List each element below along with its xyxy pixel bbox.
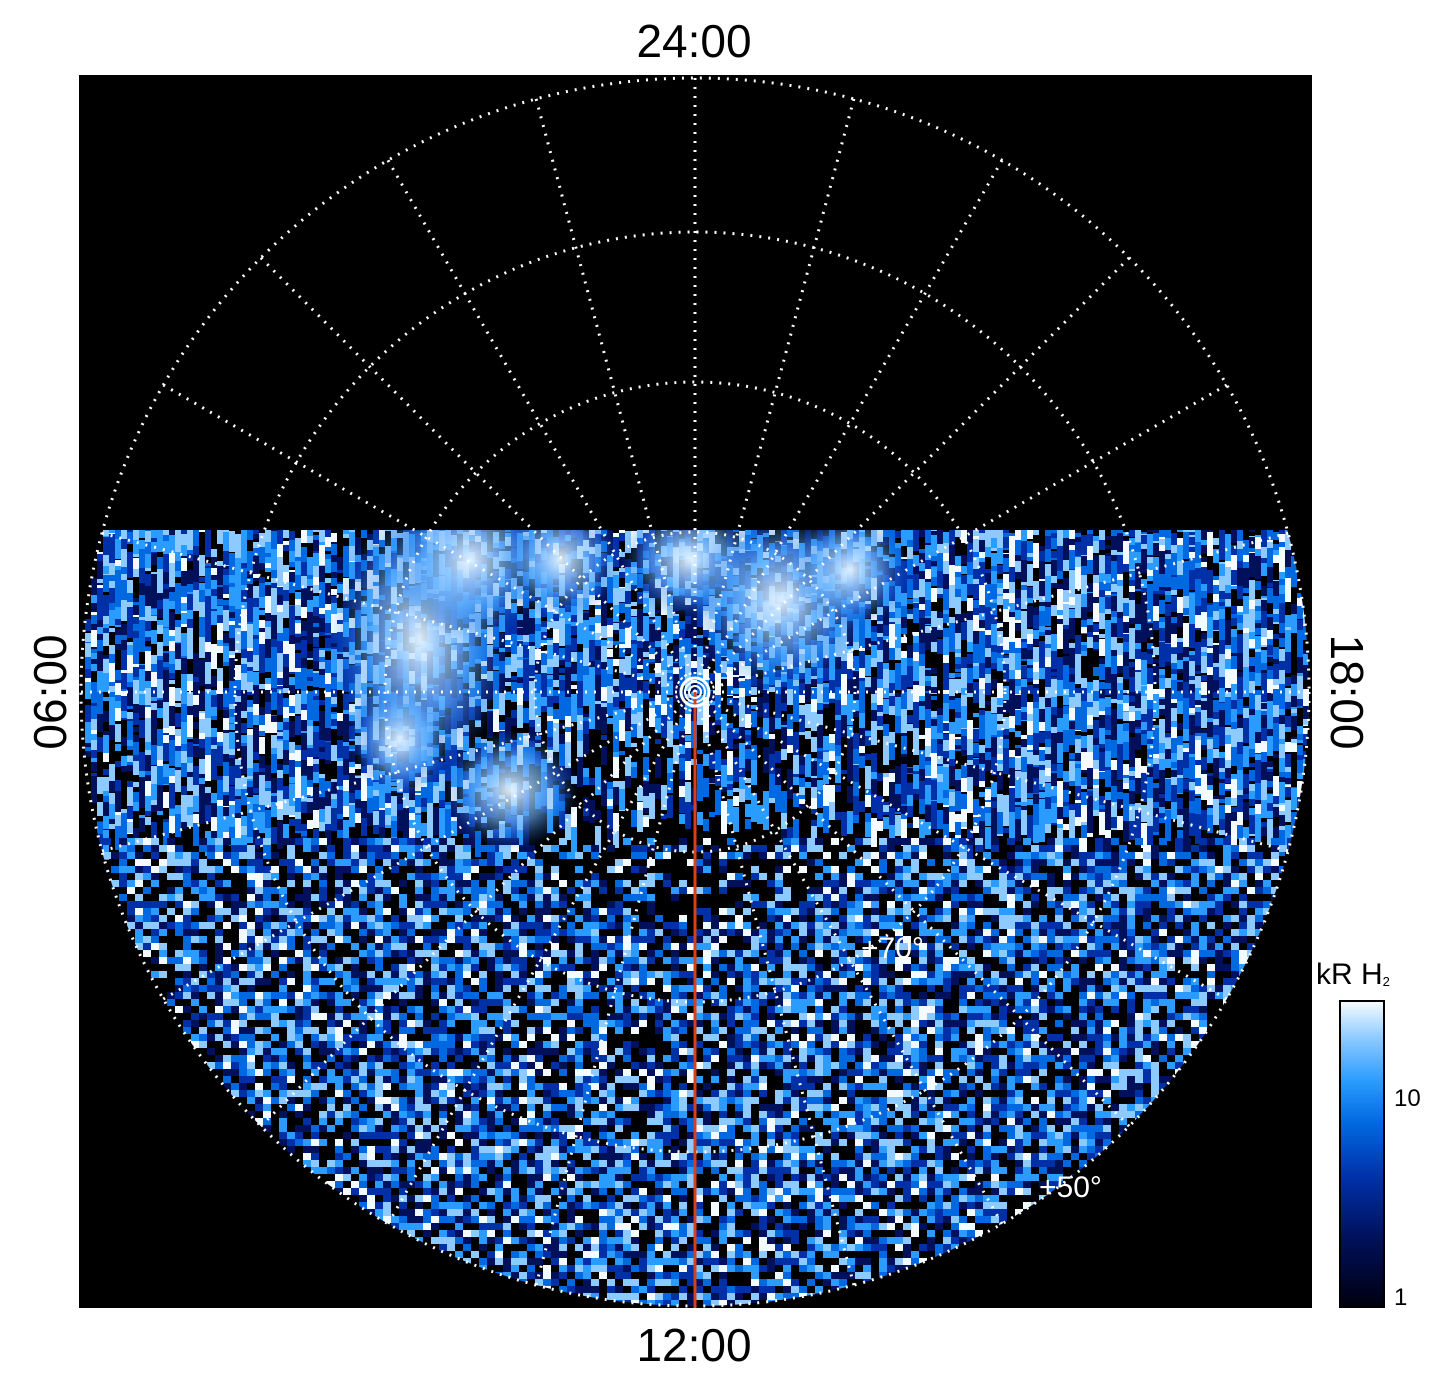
- local-time-label-right: 18:00: [1321, 634, 1373, 750]
- colorbar-title: kR H2: [1316, 958, 1390, 992]
- latitude-label-50: +50°: [1039, 1171, 1102, 1204]
- emission-map: [85, 530, 1309, 1306]
- colorbar-title-subscript: 2: [1382, 974, 1390, 989]
- local-time-label-top: 24:00: [636, 15, 752, 67]
- colorbar-title-main: kR H: [1316, 958, 1383, 991]
- polar-projection-plot: +70° +50°: [79, 75, 1312, 1308]
- pole-marker-inner: [688, 685, 702, 699]
- colorbar: [1339, 1000, 1385, 1308]
- local-time-label-left: 06:00: [24, 634, 76, 750]
- latitude-label-70: +70°: [861, 932, 924, 965]
- polar-projection-svg: +70° +50°: [79, 76, 1311, 1308]
- auroral-oval: [330, 530, 910, 850]
- local-time-label-bottom: 12:00: [636, 1319, 752, 1371]
- colorbar-tick-1: 1: [1394, 1284, 1408, 1311]
- colorbar-tick-10: 10: [1394, 1085, 1421, 1112]
- pole-marker-outer: [679, 676, 711, 708]
